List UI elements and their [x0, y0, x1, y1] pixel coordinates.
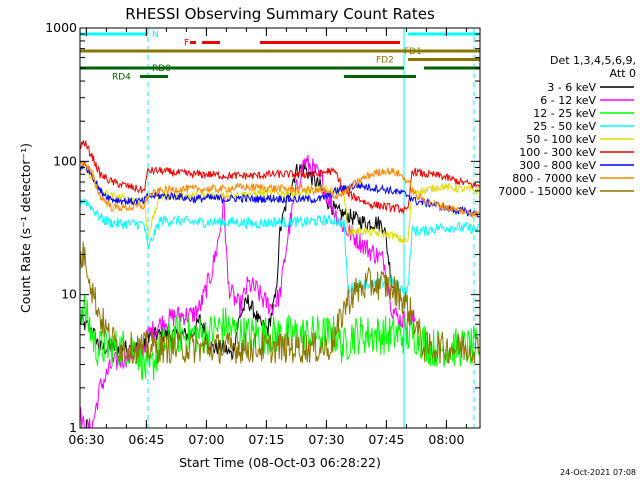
series-line-25-50kev [80, 196, 480, 295]
state-label-rd4: RD4 [112, 73, 131, 83]
legend-header-0: Det 1,3,4,5,6,9, [550, 54, 636, 67]
series-line-800-7000kev [80, 160, 480, 219]
y-tick-label-2: 100 [53, 153, 77, 168]
y-tick-label-1: 10 [61, 287, 77, 302]
legend-label-3: 25 - 50 keV [533, 120, 596, 133]
legend-label-5: 100 - 300 keV [519, 146, 596, 159]
legend-label-2: 12 - 25 keV [533, 107, 596, 120]
plot-frame [79, 27, 481, 429]
x-axis-label: Start Time (08-Oct-03 06:28:22) [179, 455, 381, 470]
series-line-50-100kev [80, 163, 480, 245]
series-line-7000-15000kev [80, 241, 480, 365]
legend-label-4: 50 - 100 keV [526, 133, 596, 146]
legend-label-0: 3 - 6 keV [547, 81, 596, 94]
x-tick-label-3: 07:15 [248, 432, 284, 447]
x-tick-label-6: 08:00 [428, 432, 464, 447]
y-axis-label: Count Rate (s⁻¹ detector⁻¹) [18, 143, 33, 313]
series-line-300-800kev [80, 160, 480, 218]
series-line-100-300kev [80, 140, 480, 215]
legend-label-8: 7000 - 15000 keV [498, 185, 596, 198]
axes: 06:30 06:45 07:00 07:15 07:30 07:45 08:00 1 10 10… [45, 20, 480, 447]
x-tick-label-2: 07:00 [188, 432, 224, 447]
legend-label-6: 300 - 800 keV [519, 159, 596, 172]
x-tick-label-5: 07:45 [368, 432, 404, 447]
legend-label-1: 6 - 12 keV [540, 94, 596, 107]
y-tick-label-3: 1000 [45, 20, 77, 35]
x-tick-label-4: 07:30 [308, 432, 344, 447]
state-label-f: F [184, 39, 189, 49]
state-label-fd2: FD2 [376, 56, 394, 66]
legend-label-7: 800 - 7000 keV [512, 172, 596, 185]
state-label-n: N [152, 30, 159, 40]
series-group [80, 28, 480, 428]
footer-timestamp: 24-Oct-2021 07:08 [560, 468, 636, 477]
plot-area: N F FD1 FD2 RD0 RD4 [80, 28, 480, 428]
state-label-fd1: FD1 [404, 47, 422, 57]
series-line-12-25kev [80, 294, 480, 381]
x-tick-label-0: 06:30 [68, 432, 104, 447]
chart-title: RHESSI Observing Summary Count Rates [125, 5, 435, 23]
state-label-rd0: RD0 [152, 64, 171, 74]
x-tick-label-1: 06:45 [128, 432, 164, 447]
y-tick-label-0: 1 [69, 420, 77, 435]
legend-header-1: Att 0 [610, 67, 636, 80]
